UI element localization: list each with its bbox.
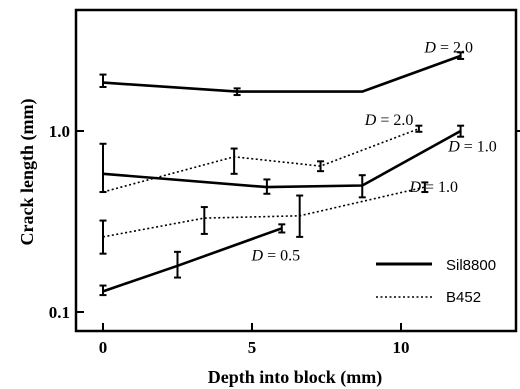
error-bar xyxy=(278,223,286,234)
error-bar xyxy=(99,73,107,89)
series-line xyxy=(102,54,462,93)
x-tick-label-5: 5 xyxy=(248,338,257,357)
error-bar xyxy=(457,51,465,60)
series-line xyxy=(102,186,425,238)
error-bar xyxy=(358,174,366,199)
y-tick-label-1.0: 1.0 xyxy=(49,122,70,141)
series-line xyxy=(102,127,420,193)
series-sil8800-20 xyxy=(99,51,465,97)
series-sil8800-05 xyxy=(99,223,286,297)
error-bar xyxy=(230,147,238,175)
series-annotation: D = 2.0 xyxy=(423,39,473,56)
series-line xyxy=(102,129,462,189)
error-bar xyxy=(263,178,271,195)
annotation-layer: D = 2.0 D = 2.0 D = 1.0 D = 1.0 D = 0.5 xyxy=(251,39,497,264)
error-bar xyxy=(233,87,241,97)
series-annotation: D = 1.0 xyxy=(447,139,497,156)
series-sil8800-10 xyxy=(99,124,465,199)
x-axis-label: Depth into block (mm) xyxy=(208,367,383,388)
error-bar xyxy=(296,194,304,238)
error-bar xyxy=(174,250,181,279)
series-annotation: D = 2.0 xyxy=(364,112,414,129)
series-annotation: D = 1.0 xyxy=(408,179,458,196)
legend-label-sil8800: Sil8800 xyxy=(446,257,496,274)
x-tick-label-10: 10 xyxy=(393,338,410,357)
y-ticks xyxy=(76,130,520,313)
error-bar xyxy=(99,284,107,297)
series-b452-10 xyxy=(99,181,429,255)
legend: Sil8800 B452 xyxy=(376,257,496,306)
error-bar xyxy=(99,219,107,255)
series-layer xyxy=(99,51,465,297)
error-bar xyxy=(99,142,107,194)
error-bar xyxy=(200,206,208,235)
error-bar xyxy=(415,124,423,133)
series-annotation: D = 0.5 xyxy=(251,248,301,265)
error-bar xyxy=(457,124,465,138)
error-bar xyxy=(421,181,429,194)
x-tick-label-0: 0 xyxy=(99,338,108,357)
error-bar xyxy=(317,160,325,173)
series-b452-20 xyxy=(102,124,423,193)
y-tick-label-0.1: 0.1 xyxy=(49,303,70,322)
legend-label-b452: B452 xyxy=(446,289,481,306)
y-axis-label: Crack length (mm) xyxy=(17,99,38,246)
x-ticks xyxy=(102,323,402,331)
plot-frame xyxy=(74,8,518,333)
